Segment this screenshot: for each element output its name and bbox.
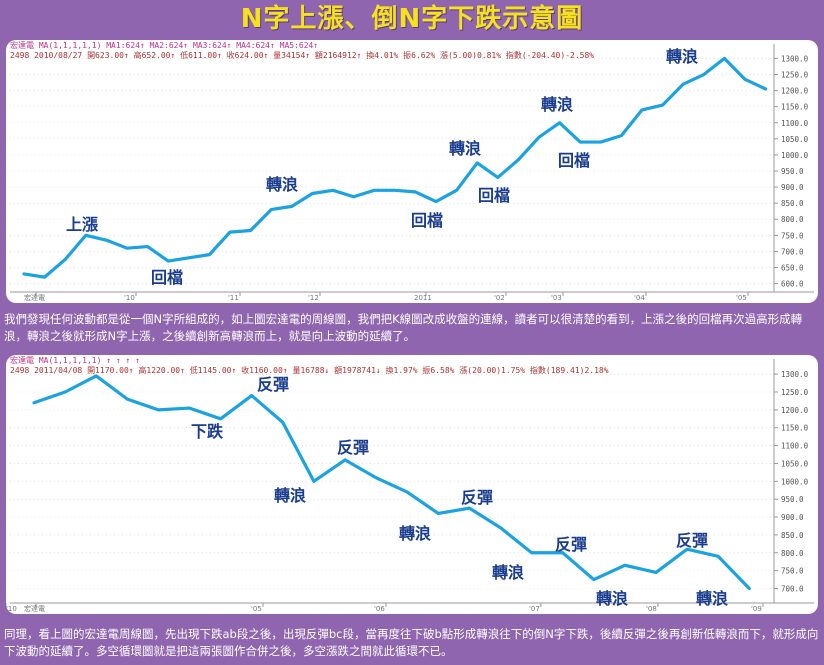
wave-annotation: 轉浪 <box>266 175 298 194</box>
ma-line: 宏達電 MA(1,1,1,1,1) ↑ ↑ ↑ ↑ <box>10 356 140 365</box>
description-top: 我們發現任何波動都是從一個N字所組成的，如上圖宏達電的周線圖，我們把K線圖改成收… <box>4 312 803 343</box>
x-tick-label: '07 <box>529 605 540 613</box>
y-tick-label: 1100.0 <box>781 442 809 451</box>
y-tick-label: 1200.0 <box>781 406 809 415</box>
y-tick-label: 850.0 <box>781 531 804 540</box>
wave-annotation: 轉浪 <box>596 589 628 608</box>
series-line <box>22 56 768 279</box>
wave-annotation: 轉浪 <box>449 139 481 158</box>
wave-annotation: 反彈 <box>337 438 369 457</box>
quote-line: 2498 2011/04/08 開1170.00↑ 高1220.00↑ 低114… <box>10 366 609 375</box>
wave-annotation: 反彈 <box>461 488 493 507</box>
wave-annotation: 轉浪 <box>666 47 698 66</box>
wave-annotation: 上漲 <box>66 215 99 234</box>
y-tick-label: 950.0 <box>781 495 804 504</box>
y-tick-label: 900.0 <box>781 183 804 192</box>
y-tick-label: 800.0 <box>781 215 804 224</box>
wave-annotation: 回檔 <box>478 186 510 205</box>
x-tick-label: '03 <box>551 294 562 302</box>
x-tick-label: '05 <box>251 605 262 613</box>
chart-panel-bottom: 宏達電 MA(1,1,1,1,1) ↑ ↑ ↑ ↑ 2498 2011/04/0… <box>6 355 818 614</box>
y-tick-label: 1150.0 <box>781 424 809 433</box>
y-tick-label: 950.0 <box>781 167 804 176</box>
y-tick-label: 1000.0 <box>781 151 809 160</box>
y-tick-label: 1100.0 <box>781 119 809 128</box>
y-tick-label: 750.0 <box>781 231 804 240</box>
wave-annotation: 反彈 <box>555 535 587 554</box>
x-tick-label: '04 <box>634 294 645 302</box>
x-tick-label: '09 <box>751 605 762 613</box>
wave-annotation: 轉浪 <box>399 524 431 543</box>
y-tick-label: 1300.0 <box>781 370 809 379</box>
x-tick-label: 宏達電 <box>24 293 45 302</box>
series-line <box>32 374 751 591</box>
y-tick-label: 1250.0 <box>781 71 809 80</box>
y-tick-label: 1300.0 <box>781 54 809 63</box>
wave-annotation: 轉浪 <box>492 563 524 582</box>
x-tick-label: '02 <box>494 294 505 302</box>
wave-annotation: 轉浪 <box>274 486 306 505</box>
x-tick-label: 2011 <box>414 294 432 302</box>
y-tick-label: 1050.0 <box>781 459 809 468</box>
x-tick-label: '05 <box>736 294 747 302</box>
x-tick-label: '12 <box>308 294 319 302</box>
x-tick-label: '10 <box>124 294 135 302</box>
x-tick-label: '11 <box>228 294 239 302</box>
wave-annotation: 轉浪 <box>541 95 573 114</box>
wave-annotation: 回檔 <box>151 268 183 287</box>
chart-panel-top: 宏達電 MA(1,1,1,1,1) MA1:624↑ MA2:624↑ MA3:… <box>6 40 818 303</box>
page-title: N字上漲、倒N字下跌示意圖 <box>240 4 584 34</box>
x-tick-label: 宏達電 <box>24 604 45 613</box>
y-tick-label: 700.0 <box>781 584 804 593</box>
y-tick-label: 650.0 <box>781 263 804 272</box>
wave-annotation: 下跌 <box>191 422 224 441</box>
y-tick-label: 1200.0 <box>781 87 809 96</box>
y-tick-label: 850.0 <box>781 199 804 208</box>
y-tick-label: 600.0 <box>781 280 804 289</box>
quote-line: 2498 2010/08/27 開623.00↑ 高652.00↑ 低611.0… <box>10 51 595 60</box>
info-bar: 宏達電 MA(1,1,1,1,1) ↑ ↑ ↑ ↑ 2498 2011/04/0… <box>10 356 609 376</box>
y-tick-label: 700.0 <box>781 247 804 256</box>
y-tick-label: 900.0 <box>781 513 804 522</box>
wave-annotation: 回檔 <box>411 211 443 230</box>
y-tick-label: 800.0 <box>781 549 804 558</box>
wave-annotation: 回檔 <box>558 151 590 170</box>
wave-annotation: 反彈 <box>257 375 289 394</box>
line-chart-bottom: 700.0 750.0 800.0 850.0 900.0 950.0 1000.0 1050… <box>6 359 814 613</box>
y-tick-label: 1000.0 <box>781 477 809 486</box>
line-chart-top: 600.0 650.0 700.0 750.0 800.0 850.0 900.0 950.0… <box>10 44 814 302</box>
x-tick-label: '06 <box>374 605 385 613</box>
y-tick-label: 1050.0 <box>781 135 809 144</box>
y-tick-label: 1150.0 <box>781 103 809 112</box>
x-tick-label: '08 <box>646 605 657 613</box>
ma-line: 宏達電 MA(1,1,1,1,1) MA1:624↑ MA2:624↑ MA3:… <box>10 41 319 50</box>
y-tick-label: 750.0 <box>781 567 804 576</box>
info-bar: 宏達電 MA(1,1,1,1,1) MA1:624↑ MA2:624↑ MA3:… <box>10 41 594 61</box>
wave-annotation: 轉浪 <box>696 589 728 608</box>
x-tick-label: '10 <box>6 605 17 613</box>
description-bottom: 同理，看上圖的宏達電周線圖，先出現下跌ab段之後，出現反彈bc段，當再度往下破b… <box>4 627 819 658</box>
y-tick-label: 1250.0 <box>781 388 809 397</box>
wave-annotation: 反彈 <box>676 531 708 550</box>
